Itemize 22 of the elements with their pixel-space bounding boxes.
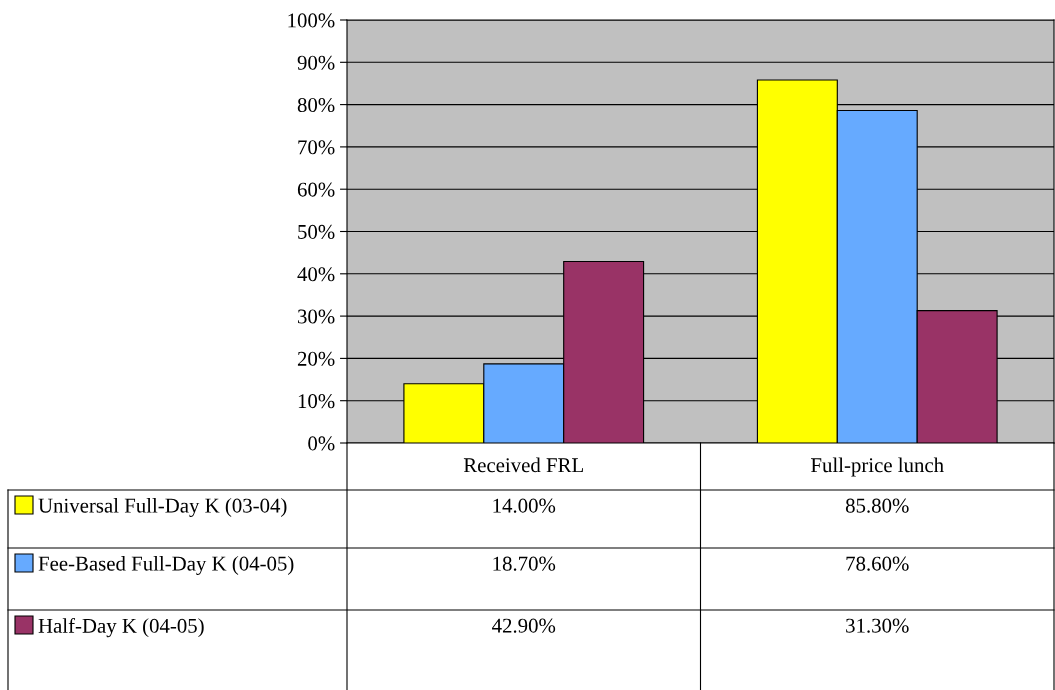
data-label: 31.30% [846,618,909,633]
data-label: 18.70% [493,556,556,571]
data-label: 85.80% [845,498,909,513]
legend-label: Universal Full-Day K (03-04) [38,498,287,517]
data-label: 14.00% [493,498,556,513]
x-tick-label: Full-price lunch [811,457,944,477]
y-tick-label: 90% [297,55,335,70]
y-tick-label: 80% [297,97,335,113]
y-tick-label: 70% [298,140,335,155]
y-tick-label: 40% [297,267,335,282]
y-tick-label: 10% [298,394,335,409]
y-tick-label: 30% [298,309,335,324]
data-label: 78.60% [846,556,909,571]
data-label: 42.90% [492,618,556,633]
legend-label: Fee-Based Full-Day K (04-05) [38,556,294,575]
legend-label: Half-Day K (04-05) [38,618,204,638]
y-tick-label: 20% [297,351,335,366]
y-tick-label: 100% [288,13,335,28]
x-tick-label: Received FRL [463,457,583,473]
y-tick-label: 50% [298,224,335,239]
y-tick-label: 0% [308,436,335,451]
y-tick-label: 60% [297,182,335,197]
